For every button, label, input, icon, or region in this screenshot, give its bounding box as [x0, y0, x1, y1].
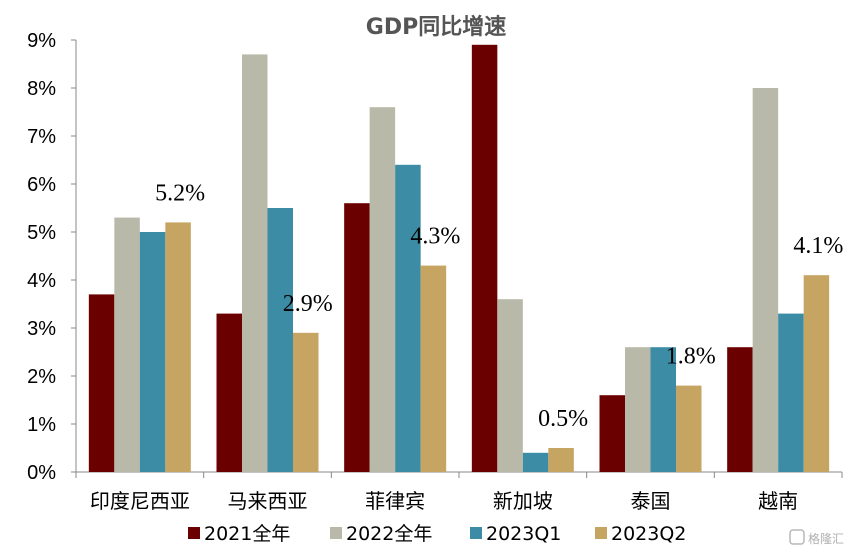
y-tick-label: 8% — [27, 78, 56, 100]
x-tick-label: 印度尼西亚 — [90, 489, 190, 513]
y-tick-label: 9% — [27, 30, 56, 52]
bar — [242, 54, 268, 473]
bar — [471, 44, 498, 473]
y-tick-label: 1% — [27, 414, 56, 436]
legend-label: 2021全年 — [204, 523, 290, 545]
x-tick-label: 马来西亚 — [228, 489, 308, 513]
legend-label: 2023Q2 — [611, 523, 686, 545]
y-axis: 0% 1% 2% 3% 4% 5% 6% 7% 8% 9% — [27, 30, 77, 484]
bar — [650, 347, 676, 472]
bar — [114, 217, 140, 472]
data-label: 1.8% — [666, 344, 716, 370]
data-label: 5.2% — [155, 180, 205, 206]
watermark-logo-icon — [789, 529, 805, 545]
bar — [727, 347, 753, 472]
bar — [676, 385, 702, 472]
legend-swatch — [470, 527, 482, 539]
data-label: 0.5% — [538, 406, 588, 432]
bar — [369, 107, 396, 472]
bar — [88, 294, 115, 472]
watermark: 格隆汇 — [789, 529, 844, 546]
legend-label: 2022全年 — [346, 523, 432, 545]
x-tick-label: 新加坡 — [493, 489, 553, 513]
y-tick-label: 4% — [27, 270, 56, 292]
bar — [216, 313, 242, 472]
bar — [548, 448, 574, 472]
y-tick-label: 2% — [27, 366, 56, 388]
bar — [522, 452, 549, 472]
x-tick-label: 越南 — [758, 489, 798, 513]
bar — [165, 222, 191, 472]
data-labels-group: 5.2% 2.9% 4.3% 0.5% 1.8% 4.1% — [155, 180, 843, 432]
bar — [599, 395, 625, 472]
x-tick-label: 泰国 — [631, 489, 671, 513]
data-label: 2.9% — [283, 291, 333, 317]
legend-label: 2023Q1 — [486, 523, 561, 545]
y-tick-label: 5% — [27, 222, 56, 244]
bar — [497, 299, 523, 472]
y-tick-label: 3% — [27, 318, 56, 340]
data-label: 4.3% — [410, 224, 460, 250]
bars-group — [88, 44, 830, 473]
legend-swatch — [188, 527, 200, 539]
y-tick-label: 0% — [27, 462, 56, 484]
bar — [420, 265, 447, 472]
bar — [625, 347, 651, 472]
bar — [293, 332, 319, 472]
bar — [395, 164, 421, 473]
chart-title: GDP同比增速 — [366, 14, 506, 40]
bar — [267, 208, 293, 472]
legend-swatch — [595, 527, 607, 539]
bar — [139, 232, 166, 472]
bar — [344, 203, 370, 472]
bar — [803, 275, 830, 472]
data-label: 4.1% — [793, 233, 843, 259]
bar — [752, 88, 779, 472]
y-tick-label: 6% — [27, 174, 56, 196]
x-axis: 印度尼西亚 马来西亚 菲律宾 新加坡 泰国 越南 — [75, 471, 843, 513]
legend: 2021全年 2022全年 2023Q1 2023Q2 — [188, 523, 686, 545]
watermark-text: 格隆汇 — [808, 531, 844, 546]
bar — [778, 313, 804, 472]
y-tick-label: 7% — [27, 126, 56, 148]
x-tick-label: 菲律宾 — [365, 489, 425, 513]
legend-swatch — [330, 527, 342, 539]
